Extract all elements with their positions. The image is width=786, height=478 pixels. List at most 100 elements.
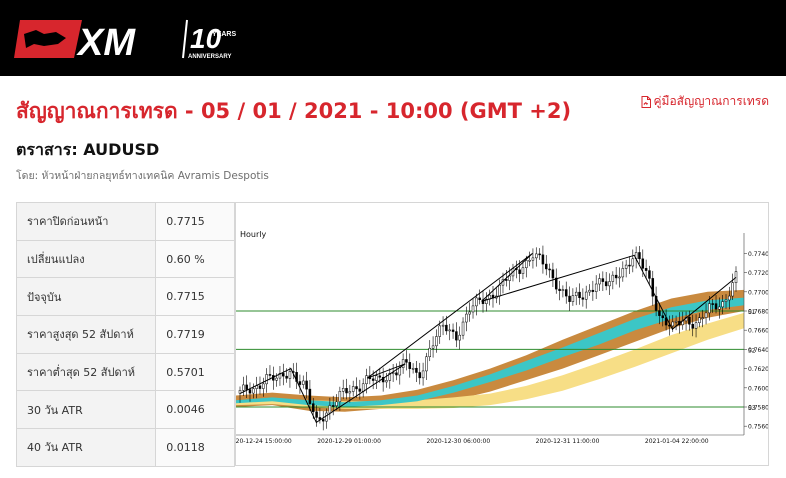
stats-value: 0.7719 (155, 315, 235, 354)
logo-bull-icon (24, 30, 66, 48)
signal-headline: สัญญาณการเทรด - 05 / 01 / 2021 - 10:00 (… (16, 99, 572, 123)
stats-label: ราคาปิดก่อนหน้า (15, 202, 157, 241)
candle-body (604, 281, 608, 287)
candle-body (398, 367, 402, 376)
candle-body (581, 297, 585, 300)
candle-body (395, 372, 398, 376)
y-tick-label: 0.7580 (748, 405, 768, 412)
candle-body (561, 289, 565, 291)
candle-body (485, 298, 488, 304)
candle-body (418, 372, 422, 379)
signal-guide-label: คู่มือสัญญาณการเทรด (653, 94, 770, 108)
candle-body (518, 269, 521, 274)
candle-body (435, 336, 438, 347)
candle-body (431, 345, 435, 349)
x-tick-label: 2020-12-24 15:00:00 (236, 438, 292, 445)
candle-body (528, 259, 531, 262)
candle-body (391, 372, 395, 375)
inner-band (236, 297, 744, 407)
stats-label: ราคาสูงสุด 52 สัปดาห์ (15, 315, 157, 354)
candle-body (505, 279, 508, 281)
candle-body (448, 329, 451, 332)
candle-body (574, 291, 578, 296)
x-tick-label: 2020-12-30 06:00:00 (426, 438, 490, 445)
candle-body (571, 295, 575, 302)
y-tick-label: 0.7700 (748, 289, 768, 296)
top-bar: XM 10 YEARS ANNIVERSARY (0, 0, 786, 76)
chart-timeframe-label: Hourly (240, 230, 266, 239)
stats-label: 40 วัน ATR (15, 428, 157, 467)
stats-row: ราคาปิดก่อนหน้า 0.7715 (15, 202, 235, 241)
candle-body (278, 373, 282, 379)
candle-body (388, 372, 392, 381)
stats-value: 0.7715 (155, 202, 235, 241)
logo-text: XM (76, 22, 136, 64)
candle-body (541, 254, 545, 265)
candle-body (328, 405, 332, 414)
candle-body (441, 324, 445, 327)
candle-body (618, 276, 621, 279)
candle-body (714, 303, 718, 310)
stats-label: เปลี่ยนแปลง (15, 239, 157, 279)
candle-body (268, 374, 272, 376)
stats-row: ราคาสูงสุด 52 สัปดาห์ 0.7719 (15, 315, 235, 354)
stats-row: 40 วัน ATR 0.0118 (15, 428, 235, 467)
stats-table: ราคาปิดก่อนหน้า 0.7715 เปลี่ยนแปลง 0.60 … (15, 202, 235, 467)
y-tick-label: 0.7740 (748, 251, 768, 258)
candle-body (711, 303, 714, 305)
candle-body (638, 252, 641, 260)
support-label-s3: S3 (748, 405, 756, 412)
candle-body (285, 375, 288, 379)
candle-body (724, 299, 728, 302)
candle-body (698, 317, 701, 323)
candle-body (591, 289, 595, 292)
candle-body (301, 380, 305, 385)
candle-body (535, 253, 538, 259)
chart-svg: Hourly S1 S2 S3 0.7740 0.7720 0.7700 0.7680 0.… (236, 230, 768, 445)
candle-body (341, 388, 345, 392)
pdf-icon (641, 95, 651, 108)
candle-body (734, 271, 738, 283)
candle-body (578, 291, 581, 298)
candle-body (311, 403, 315, 413)
x-tick-label: 2021-01-04 22:00:00 (645, 438, 709, 445)
candle-body (614, 274, 618, 279)
candle-body (351, 386, 355, 392)
candle-body (721, 301, 724, 308)
y-tick-label: 0.7560 (748, 424, 768, 431)
candle-body (288, 371, 292, 379)
candle-body (718, 306, 721, 310)
candle-body (451, 329, 455, 332)
candle-body (345, 388, 348, 394)
candle-body (298, 381, 302, 385)
candle-body (631, 258, 635, 267)
candle-body (651, 278, 655, 297)
xm-logo[interactable]: XM 10 YEARS ANNIVERSARY (14, 14, 246, 64)
logo-divider (182, 19, 188, 59)
candle-body (538, 253, 541, 256)
candle-body (338, 391, 342, 403)
signal-chart: Hourly S1 S2 S3 0.7740 0.7720 0.7700 0.7680 0.… (235, 202, 769, 466)
anniversary-number: 10 (190, 23, 222, 54)
candle-body (588, 289, 591, 293)
candle-body (405, 359, 408, 363)
signal-guide-link[interactable]: คู่มือสัญญาณการเทรด (641, 92, 770, 111)
candle-body (498, 284, 501, 297)
outer-band (236, 289, 744, 412)
candle-body (731, 282, 734, 297)
y-tick-label: 0.7600 (748, 385, 768, 392)
candle-body (608, 281, 611, 287)
candle-body (318, 417, 322, 420)
y-tick-label: 0.7660 (748, 328, 768, 335)
candle-body (654, 295, 658, 311)
candle-body (478, 297, 481, 301)
candle-body (355, 386, 358, 390)
candle-body (468, 311, 471, 315)
candle-body (701, 317, 704, 319)
candle-body (455, 331, 458, 341)
candle-body (371, 378, 375, 381)
stats-value: 0.60 % (155, 239, 235, 279)
candle-body (375, 375, 378, 381)
y-tick-label: 0.7720 (748, 270, 768, 277)
x-tick-label: 2020-12-31 11:00:00 (536, 438, 600, 445)
